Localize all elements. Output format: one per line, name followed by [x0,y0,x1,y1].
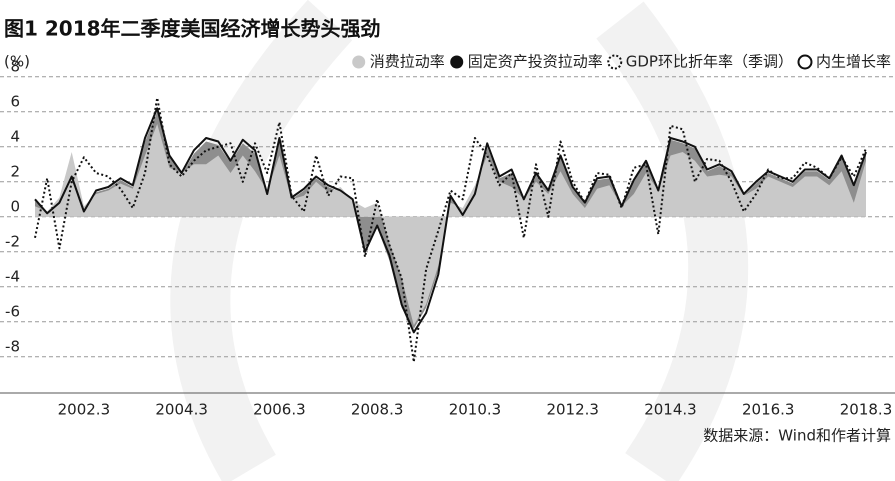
legend-label: GDP环比折年率（季调） [626,53,793,71]
y-tick-label: -2 [5,232,20,250]
x-tick-label: 2002.3 [58,401,111,419]
y-tick-label: -4 [5,267,20,285]
x-tick-label: 2018.3 [840,401,893,419]
legend-marker [450,55,464,69]
legend-label: 内生增长率 [816,53,891,71]
line [34,107,867,334]
y-tick-label: 0 [10,197,20,215]
y-axis-label: (%) [4,53,30,71]
x-tick-label: 2010.3 [449,401,502,419]
legend-label: 消费拉动率 [370,53,445,71]
legend-label: 固定资产投资拉动率 [468,53,603,71]
y-tick-label: 8 [10,57,20,75]
source-note: 数据来源：Wind和作者计算 [703,427,891,445]
line [34,96,867,363]
x-tick-label: 2012.3 [546,401,599,419]
x-tick-label: 2006.3 [253,401,306,419]
watermark [596,1,749,481]
chart-title: 图1 2018年二季度美国经济增长势头强劲 [4,17,381,41]
x-tick-label: 2016.3 [742,401,795,419]
area [35,124,866,326]
legend-marker [797,54,813,70]
y-tick-label: -6 [5,302,20,320]
legend-marker [352,55,366,69]
legend-marker [607,54,623,70]
y-tick-label: -8 [5,337,20,355]
watermark [170,0,353,481]
y-tick-label: 2 [10,162,20,180]
y-tick-label: 4 [10,127,20,145]
plot [34,96,867,363]
x-tick-label: 2014.3 [644,401,697,419]
x-tick-label: 2004.3 [155,401,208,419]
y-tick-label: 6 [10,92,20,110]
x-tick-label: 2008.3 [351,401,404,419]
